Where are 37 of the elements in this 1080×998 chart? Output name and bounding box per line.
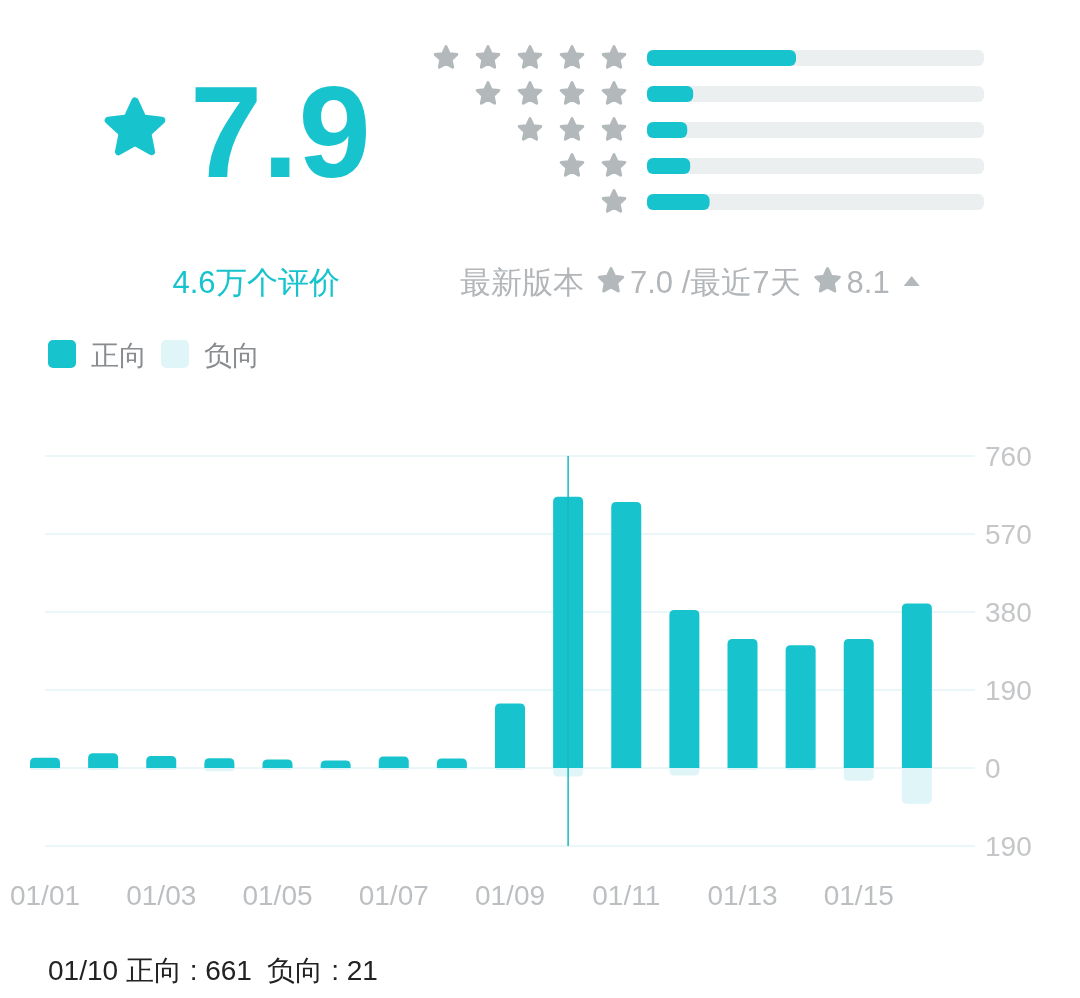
text: 4.6万个评价 — [172, 265, 340, 300]
y-tick-label: 570 — [985, 519, 1032, 550]
y-tick-label: 190 — [985, 831, 1032, 862]
bar — [727, 639, 758, 768]
x-tick-label: 01/13 — [707, 880, 778, 911]
bar — [843, 639, 874, 768]
x-tick-label: 01/01 — [9, 880, 81, 911]
bar — [88, 753, 119, 768]
x-tick-label: 01/05 — [242, 880, 313, 911]
text: 最新版本 — [460, 265, 584, 300]
bar — [495, 703, 525, 768]
y-tick-label: 0 — [985, 753, 1001, 784]
bar — [901, 603, 932, 768]
bar — [378, 756, 409, 768]
y-tick-label: 380 — [985, 597, 1032, 628]
x-tick-label: 01/07 — [358, 880, 429, 911]
bar — [785, 645, 816, 768]
y-tick-label: 760 — [985, 441, 1032, 472]
bar — [204, 758, 235, 768]
x-tick-label: 01/03 — [126, 880, 197, 911]
bar — [436, 758, 467, 768]
text: 7.0 /最近7天 — [630, 265, 801, 300]
x-tick-label: 01/09 — [474, 880, 546, 911]
legend-label: 正向 — [91, 340, 147, 371]
bar — [30, 757, 60, 768]
text: 8.1 — [846, 265, 890, 300]
bar — [146, 756, 177, 768]
y-tick-label: 190 — [985, 675, 1032, 706]
text: 01/10 正向 : 661 负向 : 21 — [48, 955, 378, 986]
legend-label: 负向 — [204, 340, 260, 371]
bar — [669, 609, 700, 768]
text: 7.9 — [190, 59, 371, 205]
x-tick-label: 01/11 — [592, 880, 661, 911]
x-tick-label: 01/15 — [823, 880, 894, 911]
bar — [320, 760, 351, 768]
bar — [611, 501, 642, 768]
bar — [262, 759, 293, 768]
